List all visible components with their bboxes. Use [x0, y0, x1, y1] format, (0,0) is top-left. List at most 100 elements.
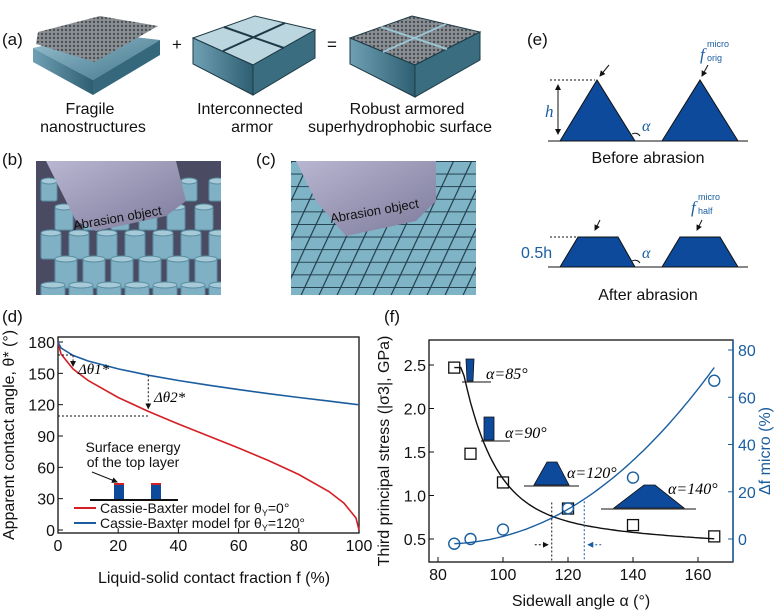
- x-axis-label-f: Sidewall angle α (°): [512, 593, 650, 610]
- inset-label-140: α=140°: [668, 481, 718, 498]
- delta-f-point: [464, 532, 477, 546]
- delta-f-point: [561, 502, 575, 515]
- x-tick-label-d: 0: [54, 538, 63, 555]
- angle-arc-after: [631, 259, 641, 264]
- panel-d-chart: (d) 0 20 40 60 80 100 0 30 60 90 120 150 180 Liquid-…: [1, 307, 372, 587]
- panel-c-label: (c): [256, 150, 276, 169]
- alpha-label-after: α: [642, 245, 651, 262]
- x-tick-label-d: 80: [290, 538, 308, 555]
- pillar-top: [180, 281, 206, 289]
- pillar: [180, 232, 202, 260]
- pillar-top: [96, 229, 118, 237]
- label-robust-armored: Robust armored: [350, 101, 465, 118]
- pillar: [180, 284, 206, 295]
- pillar: [40, 284, 66, 295]
- pillar: [152, 232, 174, 260]
- panel-e-label: (e): [527, 30, 548, 49]
- pillar-top: [110, 255, 134, 263]
- pillar-top: [223, 256, 245, 262]
- inset-label-line1: Surface energy: [86, 439, 181, 455]
- top-arrow-1: [594, 219, 601, 231]
- x-tick-label-f: 140: [620, 567, 647, 584]
- label-superhydrophobic: superhydrophobic surface: [308, 119, 492, 136]
- stress-point: [496, 476, 510, 489]
- y-tick-label-d: 120: [28, 398, 55, 415]
- pillar-top: [124, 229, 146, 237]
- h-label: h: [545, 102, 554, 121]
- equals-sign: =: [327, 35, 337, 54]
- y-tick-label-d: 30: [37, 492, 55, 509]
- stress-point: [626, 518, 640, 532]
- y-axis-label-d: Apparent contact angle, θ* (°): [1, 330, 18, 540]
- pillar-top: [194, 255, 218, 263]
- panel-d-label: (d): [2, 307, 23, 326]
- x-tick-label-f: 120: [555, 567, 582, 584]
- inset-label-line2: of the top layer: [87, 454, 180, 470]
- series-line-theta120: [57, 341, 360, 406]
- cone-before-1: [559, 79, 636, 142]
- f-half-symbol: f: [691, 198, 698, 217]
- panel-f-label: (f): [384, 307, 400, 326]
- pillar-top: [223, 204, 241, 210]
- delta2-label: Δθ2*: [153, 390, 186, 406]
- panel-f-chart: (f) 80 100 120 140 160 0.5 1.0 1.5 2.0 2.5 0 20 40 60…: [376, 307, 774, 610]
- delta1-label: Δθ1*: [77, 362, 110, 378]
- before-abrasion-caption: Before abrasion: [592, 150, 705, 167]
- pillar-top: [152, 229, 174, 237]
- inset-label-90: α=90°: [505, 425, 547, 442]
- panel-b-label: (b): [2, 150, 23, 169]
- cone-after-1: [559, 236, 636, 268]
- pillar-top: [68, 281, 94, 289]
- x-tick-label-d: 60: [230, 538, 248, 555]
- f-orig-symbol: f: [700, 45, 707, 64]
- panel-a-label: (a): [2, 30, 23, 49]
- cone-before-2: [661, 79, 739, 142]
- y-tick-label-f: 1.0: [404, 489, 426, 506]
- y-tick-label-d: 60: [37, 460, 55, 477]
- pillar-top: [166, 255, 190, 263]
- legend-d: Cassie-Baxter model for θY=0° Cassie-Bax…: [74, 500, 305, 533]
- delta-f-point: [448, 537, 461, 550]
- y-tick-label-d: 90: [37, 429, 55, 446]
- armor-grid-image: [191, 15, 317, 96]
- y-axis-label-f: Third principal stress (|σ3|, GPa): [376, 336, 393, 567]
- pillar: [96, 232, 118, 260]
- pillar: [124, 284, 150, 295]
- y-tick-label-d: 180: [28, 335, 55, 352]
- x-tick-label-d: 40: [170, 538, 188, 555]
- pillar: [68, 232, 90, 260]
- label-fragile: Fragile: [66, 101, 115, 118]
- plot-frame-f: [428, 339, 734, 563]
- pillar-abrasion-render: Abrasion object: [36, 161, 245, 295]
- legend-entry-red: Cassie-Baxter model for θY=0°: [100, 500, 289, 518]
- plus-sign: +: [172, 35, 182, 54]
- delta-f-point: [708, 374, 721, 387]
- plot-frame-d: [57, 336, 360, 534]
- pillar-top: [208, 177, 221, 185]
- panel-b: (b) Abrasion object: [2, 150, 245, 295]
- f-half-sup: micro: [698, 192, 720, 202]
- after-abrasion-caption: After abrasion: [598, 287, 698, 304]
- pillar-top: [180, 229, 202, 237]
- inset-label-120: α=120°: [567, 465, 617, 482]
- y2-tick-label-f: 40: [738, 438, 756, 455]
- pillar: [223, 207, 241, 230]
- y2-tick-label-f: 0: [738, 532, 747, 549]
- stress-point: [464, 447, 477, 460]
- pillar-top: [96, 281, 122, 289]
- pillar-top: [68, 229, 90, 237]
- y-tick-label-f: 0.5: [404, 532, 426, 549]
- pillar: [223, 259, 245, 288]
- apex-arrow-2: [701, 64, 709, 77]
- panel-c: (c) Abrasion object: [256, 150, 476, 295]
- f-orig-sub: orig: [707, 53, 722, 63]
- pillar-top: [208, 281, 221, 289]
- panel-e: (e) h α f micro orig Before abrasion 0.5…: [521, 30, 748, 304]
- pillar-top: [40, 281, 66, 289]
- stress-point: [708, 530, 721, 543]
- armored-surface-image: [348, 15, 482, 98]
- x-tick-label-d: 20: [109, 538, 127, 555]
- label-interconnected: Interconnected: [197, 101, 303, 118]
- alpha-label-before: α: [642, 118, 651, 135]
